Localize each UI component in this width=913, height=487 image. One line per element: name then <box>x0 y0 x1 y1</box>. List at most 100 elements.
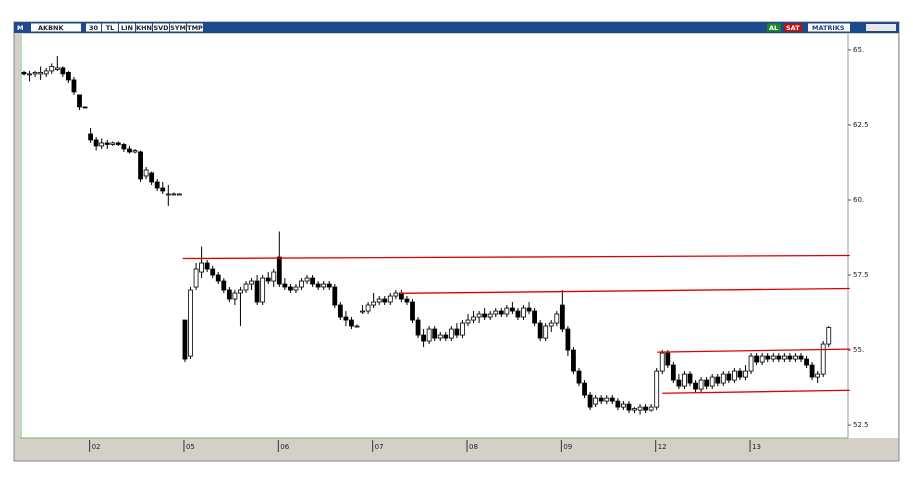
trend-line <box>662 389 850 394</box>
candle-body <box>609 397 615 402</box>
candle-body <box>698 379 704 390</box>
y-tick-label: 52.5 <box>853 421 869 429</box>
candle-body <box>621 403 626 408</box>
candle-body <box>371 301 377 306</box>
buy-button[interactable] <box>767 23 781 32</box>
candle-body <box>526 307 532 312</box>
toolbar-button[interactable] <box>153 23 169 32</box>
candle-body <box>182 319 188 360</box>
toolbar-button[interactable] <box>86 23 101 32</box>
candle-body <box>49 66 55 72</box>
candle-body <box>454 328 460 336</box>
toolbar-button-label[interactable]: SVD <box>153 24 169 32</box>
sell-button[interactable] <box>784 23 802 32</box>
candle-body <box>826 327 832 345</box>
candle-body <box>781 355 787 360</box>
candle-body <box>809 364 815 378</box>
candle-body <box>77 94 82 108</box>
symbol[interactable]: AKBNK <box>38 24 64 32</box>
candle-body <box>515 310 521 318</box>
candle-body <box>493 310 499 315</box>
x-tick-label: 02 <box>92 443 101 451</box>
candle-body <box>410 301 415 321</box>
candle-body <box>193 268 199 288</box>
candle-body <box>432 328 438 339</box>
brand: MATRIKS <box>812 24 845 32</box>
candle-body <box>687 373 693 384</box>
candle-body <box>704 379 710 387</box>
trend-line <box>182 254 850 260</box>
toolbar-button-label[interactable]: 30 <box>89 24 99 32</box>
plot-area <box>20 34 848 438</box>
sell-label[interactable]: SAT <box>786 24 800 32</box>
candle-body <box>737 370 743 378</box>
toolbar-button-label[interactable]: KHN <box>136 24 152 32</box>
x-tick-label: 07 <box>375 443 384 451</box>
toolbar-button[interactable] <box>187 23 203 32</box>
candle-body <box>104 142 110 145</box>
candle-body <box>354 325 360 328</box>
toolbar-button[interactable] <box>119 23 135 32</box>
toolbar-button-label[interactable]: SYM <box>170 24 186 32</box>
x-tick-label: 05 <box>186 443 195 451</box>
candle-body <box>376 298 382 303</box>
candle-body <box>437 334 443 339</box>
toolbar-button[interactable] <box>136 23 152 32</box>
toolbar-button[interactable] <box>170 23 186 32</box>
candle-body <box>54 67 60 70</box>
candle-body <box>720 373 726 384</box>
candle-body <box>138 151 143 180</box>
y-tick-label: 57.5 <box>853 271 869 279</box>
trend-line <box>657 348 850 353</box>
buy-label[interactable]: AL <box>769 24 778 32</box>
toolbar-button-label[interactable]: LIN <box>121 24 133 32</box>
candle-body <box>537 322 543 339</box>
candle-body <box>271 271 277 282</box>
candle-body <box>709 376 715 387</box>
candle-body <box>210 268 216 276</box>
candle-body <box>732 370 737 381</box>
candle-body <box>215 274 221 282</box>
toolbar-button-label[interactable]: TL <box>106 24 115 32</box>
candle-body <box>127 148 132 153</box>
candle-body <box>404 298 410 303</box>
candle-body <box>759 355 765 363</box>
x-tick-label: 08 <box>469 443 478 451</box>
candle-body <box>249 280 254 285</box>
candle-body <box>554 313 560 324</box>
candle-body <box>221 280 227 291</box>
candle-body <box>365 304 371 312</box>
candle-body <box>670 364 676 381</box>
candle-body <box>654 370 660 408</box>
symbol-box[interactable] <box>31 23 81 32</box>
candle-body <box>632 408 637 411</box>
candle-body <box>27 73 32 76</box>
candle-body <box>276 256 282 285</box>
candle-body <box>143 169 149 177</box>
candle-body <box>665 352 671 366</box>
candle-body <box>443 334 449 339</box>
toolbar-button-label[interactable]: TMP <box>187 24 203 32</box>
candle-body <box>387 295 393 303</box>
candle-body <box>571 349 576 372</box>
candle-body <box>88 133 93 141</box>
y-tick-label: 60. <box>853 196 864 204</box>
candle-body <box>693 382 698 390</box>
candle-body <box>482 313 488 318</box>
candle-body <box>804 358 809 366</box>
candle-body <box>310 277 316 285</box>
candle-body <box>593 397 599 405</box>
candle-body <box>615 400 621 408</box>
y-tick-label: 55. <box>853 346 864 354</box>
candle-body <box>293 286 299 291</box>
candle-body <box>543 325 549 339</box>
toolbar-button[interactable] <box>102 23 118 32</box>
trend-line <box>399 287 850 294</box>
candle-body <box>282 283 288 288</box>
candle-body <box>643 406 648 411</box>
window-controls[interactable] <box>866 24 896 31</box>
candle-body <box>287 286 293 291</box>
candle-body <box>648 406 654 411</box>
candle-body <box>60 67 66 75</box>
candle-body <box>71 79 77 93</box>
